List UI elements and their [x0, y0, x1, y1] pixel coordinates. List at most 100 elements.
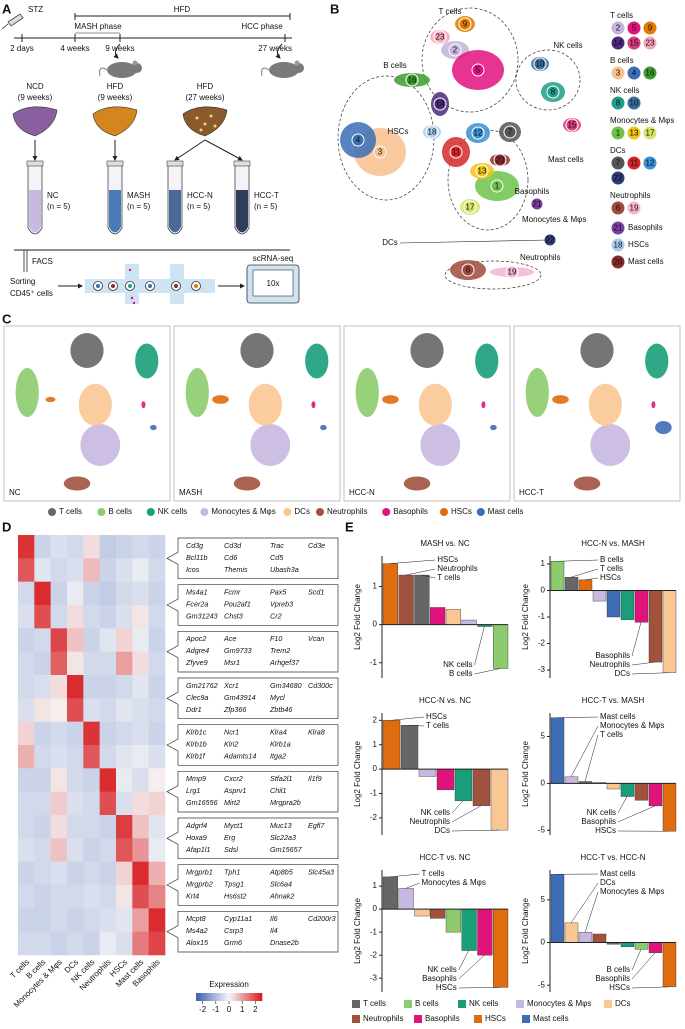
- gene-name: Cxcr2: [224, 774, 243, 783]
- sorting-label: Sorting: [10, 277, 35, 286]
- bar: [490, 768, 509, 831]
- bar: [550, 561, 565, 591]
- heatmap-cell: [116, 721, 133, 746]
- bar-annotation: Basophils: [595, 651, 630, 660]
- legend-badge: [643, 66, 657, 80]
- heatmap-cell: [18, 675, 35, 699]
- heatmap-cell: [50, 861, 68, 886]
- cluster-badge: [449, 145, 463, 159]
- legend-cluster-id: 11: [630, 159, 639, 168]
- annotation-leader: [631, 949, 642, 971]
- annotation-leader: [390, 716, 425, 721]
- label-leader: [399, 239, 549, 244]
- legend-label: Basophils: [393, 507, 428, 516]
- y-tick-label: 0: [373, 764, 378, 773]
- heatmap-cell: [50, 581, 68, 606]
- colorbar-slice: [196, 993, 199, 1001]
- legend-badge: [611, 201, 625, 215]
- panel-letter: A: [2, 1, 12, 16]
- cluster-badge: [463, 200, 477, 214]
- gene-name: Klri2: [224, 740, 238, 749]
- legend-dot: [476, 508, 485, 516]
- heatmap-cell: [83, 628, 100, 652]
- legend-header: Mast cells: [628, 257, 664, 266]
- gene-name: Cd300c: [308, 681, 333, 690]
- heatmap-cell: [18, 535, 35, 559]
- umap-blob: [580, 333, 614, 368]
- colorbar-slice: [215, 993, 219, 1001]
- umap-blob: [80, 424, 121, 466]
- umap-blob: [355, 368, 379, 417]
- heatmap-cell: [34, 838, 51, 862]
- heatmap-cell: [50, 745, 68, 769]
- gene-name: Adgrf4: [185, 821, 207, 830]
- gene-name: Erg: [224, 833, 235, 842]
- legend-cluster-id: 17: [646, 129, 655, 138]
- heatmap-cell: [18, 838, 35, 862]
- gene-name: Mrgpra2b: [270, 798, 301, 807]
- cluster-group-label: Monocytes & Mφs: [522, 215, 586, 224]
- legend-header: T cells: [610, 11, 633, 20]
- legend-cluster-id: 21: [614, 224, 623, 233]
- heatmap-cell: [148, 815, 166, 839]
- bar: [620, 590, 635, 620]
- cluster-id: 6: [466, 266, 471, 275]
- seq-label: scRNA-seq: [253, 254, 293, 263]
- gene-name: Vcan: [308, 634, 324, 643]
- legend-badge: [627, 21, 641, 35]
- cell-nucleus: [128, 284, 132, 288]
- heatmap-cell: [132, 651, 149, 676]
- gene-name: Cd5: [270, 553, 284, 562]
- bar: [662, 590, 677, 673]
- gene-name: Adgre4: [185, 646, 209, 655]
- colorbar-slice: [207, 993, 210, 1001]
- colorbar-slice: [253, 993, 256, 1001]
- legend-badge: [611, 36, 625, 50]
- gene-name: Themis: [224, 565, 248, 574]
- colorbar-slice: [198, 993, 201, 1001]
- annotation-leader: [389, 873, 420, 878]
- colorbar-slice: [226, 993, 230, 1001]
- legend-cluster-id: 2: [616, 24, 621, 33]
- liver: [12, 106, 58, 137]
- bar-annotation: Mast cells: [600, 869, 636, 878]
- cluster-badge: [351, 133, 365, 147]
- heatmap-cell: [50, 768, 68, 792]
- group-label: HCC-N: [187, 191, 213, 200]
- legend-swatch: [458, 1000, 466, 1008]
- tumor: [213, 124, 217, 128]
- gene-name: Itga2: [270, 752, 286, 761]
- heatmap-cell: [34, 815, 51, 839]
- heatmap-cell: [132, 908, 149, 932]
- umap-frame: [513, 325, 681, 502]
- heatmap-cell: [83, 558, 100, 582]
- y-tick-label: 0: [373, 904, 378, 913]
- gene-name: Klrb1c: [186, 728, 207, 737]
- y-tick-label: 0: [373, 620, 378, 629]
- heatmap-cell: [67, 815, 84, 839]
- cluster-id: 11: [452, 148, 461, 157]
- heatmap-cell: [83, 791, 100, 816]
- heatmap-cell: [132, 675, 149, 699]
- y-tick-label: -2: [538, 639, 546, 648]
- heatmap-cell: [18, 558, 35, 582]
- heatmap-cell: [50, 838, 68, 862]
- gene-name: Mcpt8: [186, 914, 206, 923]
- heatmap-cell: [148, 908, 166, 932]
- legend-header: Neutrophils: [610, 191, 650, 200]
- legend-badge: [611, 66, 625, 80]
- bar: [472, 768, 491, 806]
- cluster-id: 19: [508, 268, 517, 277]
- heatmap-cell: [83, 605, 100, 629]
- colorbar-slice: [255, 993, 258, 1001]
- y-tick-label: 0: [541, 586, 546, 595]
- gene-name: Il6: [270, 914, 278, 923]
- heatmap-cell: [116, 791, 133, 816]
- heatmap-cell: [67, 698, 84, 722]
- bar-annotation: Basophils: [422, 974, 457, 983]
- heatmap-cell: [67, 861, 84, 886]
- heatmap-cell: [132, 768, 149, 792]
- heatmap-cell: [34, 791, 51, 816]
- bar: [477, 908, 493, 956]
- heatmap-cell: [99, 535, 117, 559]
